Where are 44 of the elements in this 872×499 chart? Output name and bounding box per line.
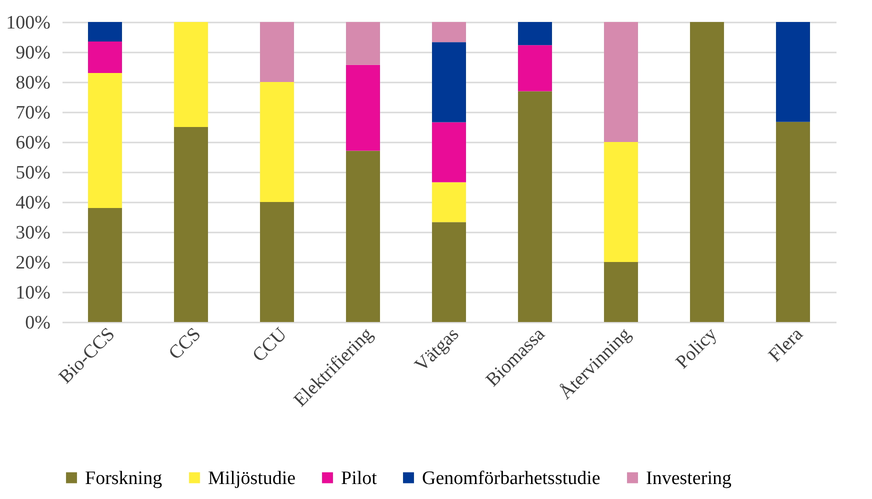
bar: [518, 45, 552, 92]
y-tick-label: 30%: [16, 222, 51, 244]
x-tick-label: Flera: [764, 323, 808, 366]
bar: [346, 150, 380, 322]
bar: [432, 122, 466, 182]
bar: [88, 22, 122, 42]
bar: [260, 202, 294, 322]
y-tick-label: 40%: [16, 192, 51, 214]
x-tick-label: CCS: [164, 324, 206, 364]
bar: [690, 22, 724, 322]
y-tick-label: 70%: [16, 102, 51, 124]
bar: [604, 22, 638, 142]
bar: [432, 222, 466, 322]
bar: [260, 22, 294, 82]
y-tick-label: 10%: [16, 282, 51, 304]
bar: [776, 122, 810, 322]
legend-label: Genomförbarhetsstudie: [422, 468, 600, 489]
bar: [604, 262, 638, 322]
bar: [776, 22, 810, 122]
y-tick-label: 60%: [16, 132, 51, 154]
legend-label: Miljöstudie: [208, 468, 296, 489]
bar: [432, 182, 466, 222]
bar: [174, 127, 208, 322]
y-tick-label: 0%: [25, 312, 51, 334]
bar: [88, 42, 122, 73]
bar: [88, 73, 122, 208]
bar: [346, 22, 380, 65]
y-tick-label: 90%: [16, 42, 51, 64]
y-tick-label: 80%: [16, 72, 51, 94]
bar: [174, 22, 208, 127]
bar: [518, 22, 552, 46]
y-tick-label: 100%: [6, 12, 51, 34]
legend-label: Forskning: [85, 468, 163, 489]
bar: [346, 64, 380, 151]
bar: [432, 22, 466, 42]
bar: [88, 208, 122, 322]
bar: [432, 42, 466, 122]
bar: [518, 91, 552, 322]
legend-label: Investering: [646, 468, 732, 489]
bar: [604, 142, 638, 262]
legend-label: Pilot: [341, 468, 378, 489]
bar: [260, 82, 294, 202]
y-tick-label: 50%: [16, 162, 51, 184]
y-tick-label: 20%: [16, 252, 51, 274]
